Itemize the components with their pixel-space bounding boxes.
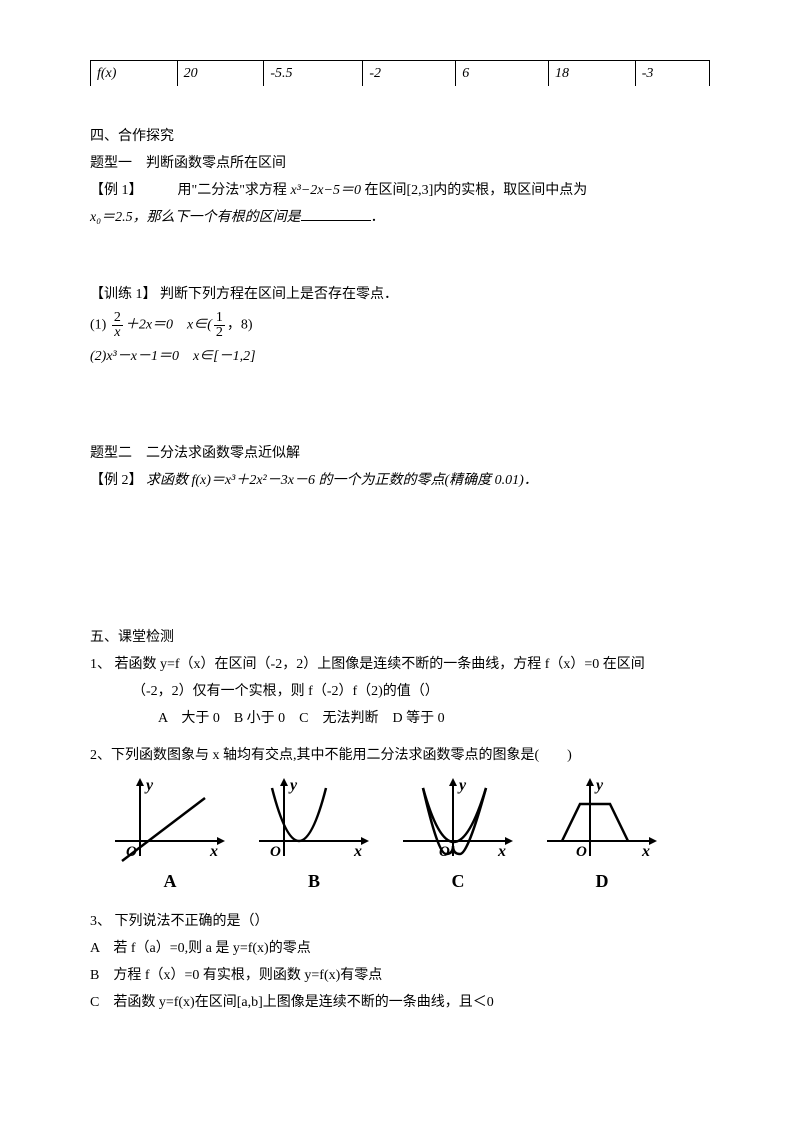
ex1-eq: x³−2x−5＝0 [290, 183, 361, 198]
example-1: 【例 1】 用"二分法"求方程 x³−2x−5＝0 在区间[2,3]内的实根，取… [90, 180, 710, 201]
item1-c: ，8) [227, 318, 253, 333]
plot-d: y x O D [542, 776, 662, 895]
train1-item2: (2)x³－x－1＝0 x∈[－1,2] [90, 346, 710, 367]
train1-item1: (1) 2x＋2x＝0 x∈(12，8) [90, 311, 710, 340]
ex1-text-b: 在区间[2,3]内的实根，取区间中点为 [361, 183, 587, 198]
plot-b-label: B [254, 868, 374, 895]
cell: 6 [462, 66, 469, 81]
q1-line2: （-2，2）仅有一个实根，则 f（-2）f（2)的值（） [132, 681, 710, 702]
svg-text:x: x [497, 843, 506, 860]
svg-text:y: y [457, 777, 467, 794]
plot-a: y x O A [110, 776, 230, 895]
plot-a-svg: y x O [110, 776, 230, 866]
ex2-label: 【例 2】 [90, 473, 143, 488]
cell: -3 [642, 66, 654, 81]
plot-b-svg: y x O [254, 776, 374, 866]
svg-text:x: x [209, 843, 218, 860]
q3: 3、 下列说法不正确的是（） [90, 911, 710, 932]
table-row: f(x) 20 -5.5 -2 6 18 -3 [91, 61, 710, 87]
svg-text:y: y [144, 777, 154, 794]
plot-d-label: D [542, 868, 662, 895]
q1-line1: 1、 若函数 y=f（x）在区间（-2，2）上图像是连续不断的一条曲线，方程 f… [90, 654, 710, 675]
q3-opt-a: A 若 f（a）=0,则 a 是 y=f(x)的零点 [90, 938, 710, 959]
q3-opt-b: B 方程 f（x）=0 有实根，则函数 y=f(x)有零点 [90, 965, 710, 986]
plot-c-label: C [398, 868, 518, 895]
cell: 20 [184, 66, 198, 81]
plot-d-svg: y x O [542, 776, 662, 866]
svg-text:O: O [270, 844, 281, 860]
training-1: 【训练 1】 判断下列方程在区间上是否存在零点． [90, 284, 710, 305]
svg-text:y: y [288, 777, 298, 794]
svg-text:x: x [353, 843, 362, 860]
plot-a-label: A [110, 868, 230, 895]
ex1-text-a: 用"二分法"求方程 [136, 183, 291, 198]
q2: 2、下列函数图象与 x 轴均有交点,其中不能用二分法求函数零点的图象是( ) [90, 745, 710, 766]
example-2: 【例 2】 求函数 f(x)＝x³＋2x²－3x－6 的一个为正数的零点(精确度… [90, 470, 710, 491]
ex1-line2-a: x₀＝2.5，那么下一个有根的区间是 [90, 210, 301, 225]
type1-heading: 题型一 判断函数零点所在区间 [90, 153, 710, 174]
ex1-label: 【例 1】 [90, 183, 136, 198]
plot-c-svg: y x O [398, 776, 518, 866]
plot-row: y x O A y x O B y x O [110, 776, 710, 895]
section-4-heading: 四、合作探究 [90, 126, 710, 147]
plot-b: y x O B [254, 776, 374, 895]
type2-heading: 题型二 二分法求函数零点近似解 [90, 443, 710, 464]
ex1-line2-b: ． [371, 210, 385, 225]
cell: -2 [369, 66, 381, 81]
fraction-2-over-x: 2x [112, 311, 123, 340]
svg-text:O: O [576, 844, 587, 860]
svg-text:x: x [641, 843, 650, 860]
cell: 18 [555, 66, 569, 81]
blank-answer [301, 207, 371, 221]
train1-label: 【训练 1】 [90, 287, 157, 302]
cell: -5.5 [270, 66, 292, 81]
section-5-heading: 五、课堂检测 [90, 627, 710, 648]
q3-opt-c: C 若函数 y=f(x)在区间[a,b]上图像是连续不断的一条曲线，且＜0 [90, 992, 710, 1013]
ex2-body: 求函数 f(x)＝x³＋2x²－3x－6 的一个为正数的零点(精确度 0.01)… [146, 473, 538, 488]
row-label: f(x) [97, 66, 116, 81]
item1-b: ＋2x＝0 x∈( [125, 318, 212, 333]
svg-text:y: y [594, 777, 604, 794]
item1-a: (1) [90, 318, 106, 333]
train1-body: 判断下列方程在区间上是否存在零点． [160, 287, 398, 302]
example-1-line2: x₀＝2.5，那么下一个有根的区间是 ． [90, 207, 710, 228]
plot-c: y x O C [398, 776, 518, 895]
data-table: f(x) 20 -5.5 -2 6 18 -3 [90, 60, 710, 86]
fraction-1-over-2: 12 [214, 311, 225, 340]
q1-options: A 大于 0 B 小于 0 C 无法判断 D 等于 0 [158, 708, 710, 729]
